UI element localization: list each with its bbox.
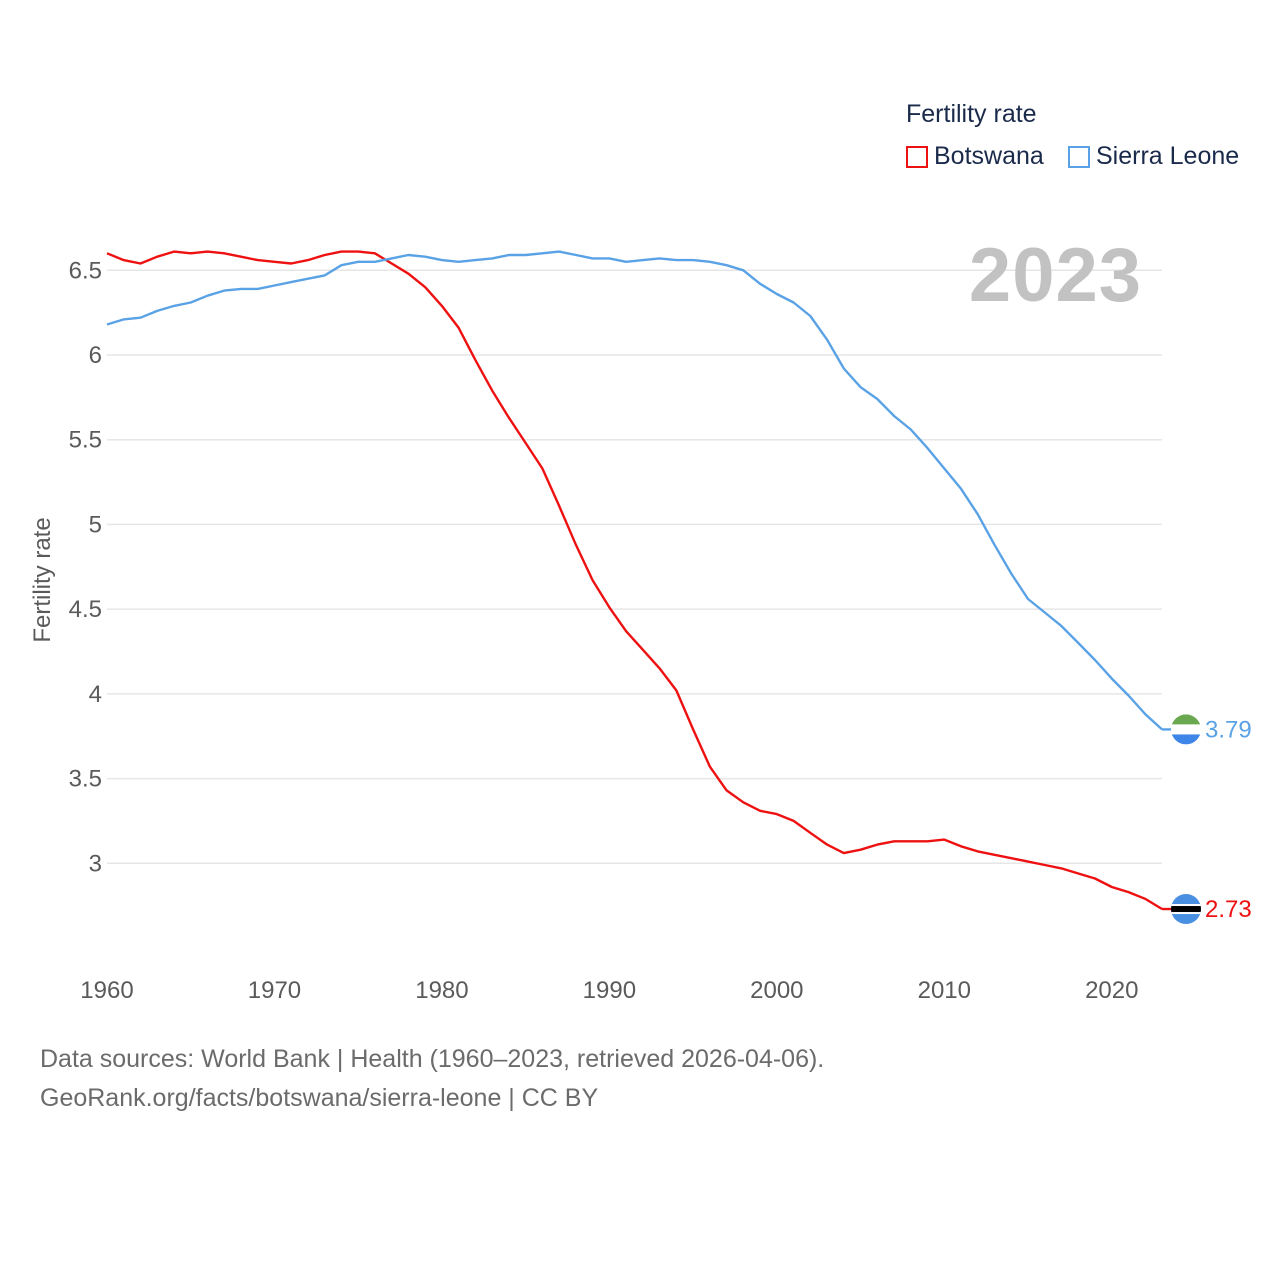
legend-item-botswana[interactable]: Botswana: [906, 142, 1044, 171]
legend-item-sierra-leone[interactable]: Sierra Leone: [1068, 142, 1239, 171]
end-value-label-botswana: 2.73: [1205, 896, 1252, 923]
y-tick-label: 4: [89, 681, 102, 708]
x-tick-label: 1980: [415, 977, 468, 1004]
x-tick-label: 2000: [750, 977, 803, 1004]
y-tick-label: 6.5: [69, 257, 102, 284]
y-tick-label: 3.5: [69, 766, 102, 793]
y-tick-label: 4.5: [69, 596, 102, 623]
y-tick-label: 5.5: [69, 427, 102, 454]
flag-icon-botswana: [1171, 894, 1201, 925]
year-label: 2023: [968, 233, 1142, 318]
series-line-sierra-leone[interactable]: [106, 250, 1163, 731]
legend-swatch-sierra-leone: [1068, 145, 1090, 168]
x-tick-label: 2010: [918, 977, 971, 1004]
end-value-label-sierra-leone: 3.79: [1205, 716, 1252, 743]
x-tick-label: 2020: [1085, 977, 1138, 1004]
x-axis-ticks: 1960 1970 1980 1990 2000 2010 2020: [80, 977, 1138, 1004]
y-axis-ticks: 3 3.5 4 4.5 5 5.5 6 6.5: [69, 257, 102, 877]
footer-sources: Data sources: World Bank | Health (1960–…: [40, 1045, 825, 1073]
x-tick-label: 1990: [583, 977, 636, 1004]
legend-label-botswana: Botswana: [934, 142, 1044, 170]
x-tick-label: 1960: [80, 977, 133, 1004]
grid-lines: [107, 269, 1162, 865]
legend-swatch-botswana: [906, 145, 928, 168]
legend-label-sierra-leone: Sierra Leone: [1096, 142, 1240, 170]
y-tick-label: 6: [89, 342, 102, 369]
series-endpoints: 2.73 3.79: [1162, 714, 1252, 925]
y-tick-label: 3: [89, 850, 102, 877]
y-axis-label: Fertility rate: [29, 517, 56, 642]
x-tick-label: 1970: [248, 977, 301, 1004]
y-tick-label: 5: [89, 511, 102, 538]
flag-icon-sierra-leone: [1171, 714, 1201, 745]
series-lines: [106, 250, 1163, 911]
footer-attribution: GeoRank.org/facts/botswana/sierra-leone …: [40, 1084, 599, 1112]
legend-title: Fertility rate: [906, 100, 1037, 128]
series-line-botswana[interactable]: [106, 250, 1163, 911]
